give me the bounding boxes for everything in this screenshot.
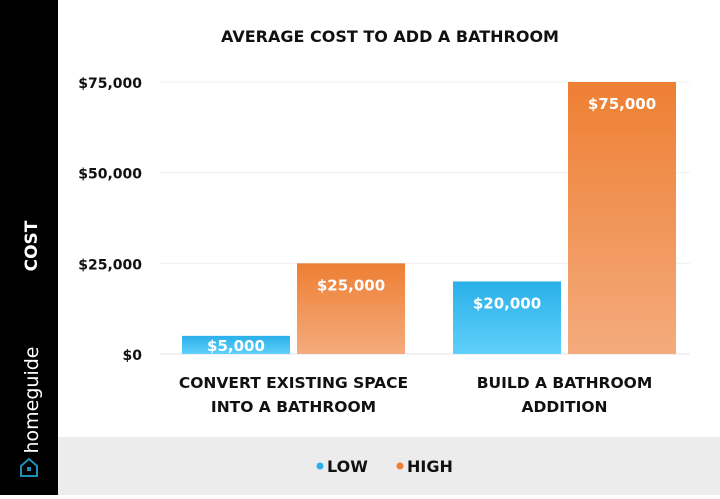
data-label: $75,000: [588, 95, 656, 113]
legend-band: [58, 437, 720, 495]
bar-low: [453, 281, 561, 354]
legend-label: HIGH: [407, 457, 453, 476]
y-axis-label: COST: [22, 220, 42, 271]
brand-logo-text: homeguide: [21, 347, 43, 454]
bar-high: [297, 263, 405, 354]
legend-marker: [396, 462, 404, 470]
y-tick-label: $25,000: [78, 257, 142, 273]
y-tick-label: $50,000: [78, 167, 142, 183]
data-label: $5,000: [207, 337, 265, 355]
house-icon: [20, 457, 38, 477]
x-category-label: ADDITION: [522, 398, 608, 416]
legend-label: LOW: [327, 457, 368, 476]
chart-title: AVERAGE COST TO ADD A BATHROOM: [221, 27, 559, 46]
x-category-label: INTO A BATHROOM: [211, 398, 376, 416]
sidebar: [0, 0, 58, 495]
legend-marker: [316, 462, 324, 470]
data-label: $25,000: [317, 276, 385, 294]
x-category-label: BUILD A BATHROOM: [477, 374, 653, 392]
data-label: $20,000: [473, 294, 541, 312]
legend: LOW HIGH: [316, 457, 453, 476]
bar-low: [182, 335, 290, 354]
y-tick-label: $0: [123, 348, 143, 364]
y-tick-label: $75,000: [78, 76, 142, 92]
x-category-label: CONVERT EXISTING SPACE: [179, 374, 408, 392]
bar-high: [568, 82, 676, 354]
